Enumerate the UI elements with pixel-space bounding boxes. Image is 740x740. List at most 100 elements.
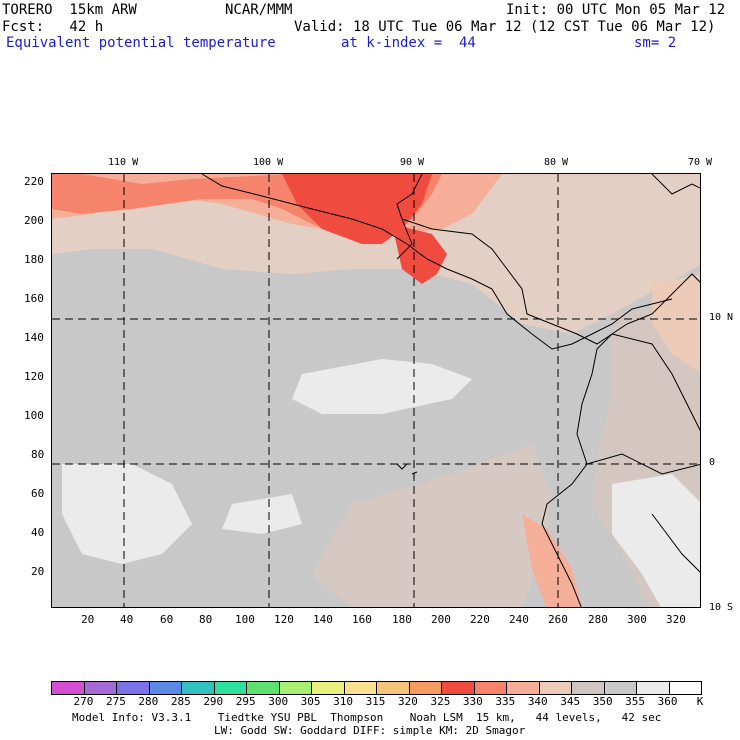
x-tick-20: 20 — [81, 613, 95, 626]
legend-label-310: 310 — [333, 695, 353, 708]
coast-colombia-north — [626, 273, 700, 325]
lon-label-100w: 100 W — [253, 157, 284, 168]
x-tick-120: 120 — [274, 613, 294, 626]
y-tick-220: 220 — [24, 175, 44, 188]
legend-label-320: 320 — [398, 695, 418, 708]
legend-swatch-10 — [377, 682, 410, 694]
x-tick-280: 280 — [588, 613, 608, 626]
coast-central-america-pacific — [201, 174, 673, 350]
legend-label-315: 315 — [365, 695, 386, 708]
legend-label-270: 270 — [73, 695, 94, 708]
legend-swatch-0 — [52, 682, 85, 694]
legend-swatch-16 — [572, 682, 605, 694]
model-title: TORERO 15km ARW — [2, 2, 137, 18]
field-345-north — [52, 174, 700, 334]
field-title: Equivalent potential temperature — [6, 35, 276, 51]
x-tick-200: 200 — [431, 613, 451, 626]
theta-e-field-map — [52, 174, 700, 607]
legend-label-340: 340 — [527, 695, 548, 708]
legend-label-285: 285 — [170, 695, 191, 708]
coastlines — [201, 174, 700, 607]
legend-swatch-9 — [344, 682, 377, 694]
legend-label-360: 360 — [657, 695, 678, 708]
lon-label-80w: 80 W — [544, 157, 569, 168]
legend-swatch-5 — [214, 682, 247, 694]
x-tick-140: 140 — [313, 613, 333, 626]
y-tick-40: 40 — [31, 526, 45, 539]
legend-swatch-11 — [409, 682, 442, 694]
legend-label-345: 345 — [560, 695, 581, 708]
x-tick-60: 60 — [160, 613, 174, 626]
field-345-south-band — [312, 444, 552, 607]
legend-swatch-18 — [637, 682, 670, 694]
coast-caribbean — [396, 174, 628, 345]
legend-swatch-13 — [474, 682, 507, 694]
y-tick-120: 120 — [24, 370, 44, 383]
coast-south-america-pacific — [541, 333, 613, 607]
init-time: Init: 00 UTC Mon 05 Mar 12 — [506, 2, 726, 18]
physics-info-line: LW: Godd SW: Goddard DIFF: simple KM: 2D… — [214, 724, 526, 737]
lon-label-110w: 110 W — [108, 157, 139, 168]
x-tick-300: 300 — [627, 613, 647, 626]
legend-swatch-4 — [182, 682, 215, 694]
border-peru-brazil — [651, 513, 700, 573]
legend-label-305: 305 — [300, 695, 321, 708]
legend-label-355: 355 — [625, 695, 646, 708]
y-tick-140: 140 — [24, 331, 44, 344]
valid-time: Valid: 18 UTC Tue 06 Mar 12 (12 CST Tue … — [294, 19, 716, 35]
y-tick-20: 20 — [31, 565, 45, 578]
legend-swatch-15 — [539, 682, 572, 694]
organization-label: NCAR/MMM — [225, 2, 293, 18]
legend-swatch-6 — [247, 682, 280, 694]
lat-label-10s: 10 S — [709, 602, 734, 613]
legend-label-350: 350 — [592, 695, 613, 708]
lon-label-70w: 70 W — [688, 157, 713, 168]
field-340-coast — [522, 514, 582, 607]
y-tick-80: 80 — [31, 448, 45, 461]
legend-swatch-3 — [149, 682, 182, 694]
map-panel — [51, 173, 701, 608]
border-colombia — [611, 333, 700, 432]
legend-label-295: 295 — [235, 695, 256, 708]
legend-label-330: 330 — [462, 695, 483, 708]
y-tick-60: 60 — [31, 487, 45, 500]
forecast-hour: Fcst: 42 h — [2, 19, 104, 35]
level-label: at k-index = 44 — [341, 35, 476, 51]
lon-label-90w: 90 W — [400, 157, 425, 168]
x-tick-320: 320 — [666, 613, 686, 626]
x-tick-100: 100 — [235, 613, 255, 626]
x-tick-240: 240 — [509, 613, 529, 626]
legend-swatch-12 — [442, 682, 475, 694]
legend-label-K: K — [696, 695, 704, 708]
x-tick-80: 80 — [199, 613, 213, 626]
legend-label-300: 300 — [268, 695, 289, 708]
smoothing-label: sm= 2 — [634, 35, 677, 51]
legend-label-280: 280 — [138, 695, 159, 708]
y-tick-200: 200 — [24, 214, 44, 227]
legend-label-335: 335 — [495, 695, 516, 708]
field-345-venezuela — [652, 274, 700, 373]
legend-swatch-17 — [604, 682, 637, 694]
model-info-line: Model Info: V3.3.1 Tiedtke YSU PBL Thomp… — [72, 711, 662, 724]
field-360-patch — [222, 494, 302, 534]
legend-swatch-19 — [669, 682, 701, 694]
y-tick-100: 100 — [24, 409, 44, 422]
color-legend — [51, 681, 702, 695]
x-tick-40: 40 — [120, 613, 134, 626]
legend-label-290: 290 — [203, 695, 224, 708]
x-tick-160: 160 — [352, 613, 372, 626]
field-360-sw — [62, 464, 192, 564]
lat-label-10n: 10 N — [709, 312, 734, 323]
legend-label-275: 275 — [105, 695, 126, 708]
legend-swatch-14 — [507, 682, 540, 694]
legend-swatch-7 — [279, 682, 312, 694]
legend-swatch-2 — [117, 682, 150, 694]
field-360-se — [612, 474, 700, 607]
legend-swatch-1 — [84, 682, 117, 694]
coast-cuba — [651, 174, 700, 195]
field-360-mid — [292, 359, 472, 414]
legend-label-325: 325 — [430, 695, 451, 708]
x-tick-180: 180 — [392, 613, 412, 626]
y-tick-180: 180 — [24, 253, 44, 266]
legend-swatch-8 — [312, 682, 345, 694]
